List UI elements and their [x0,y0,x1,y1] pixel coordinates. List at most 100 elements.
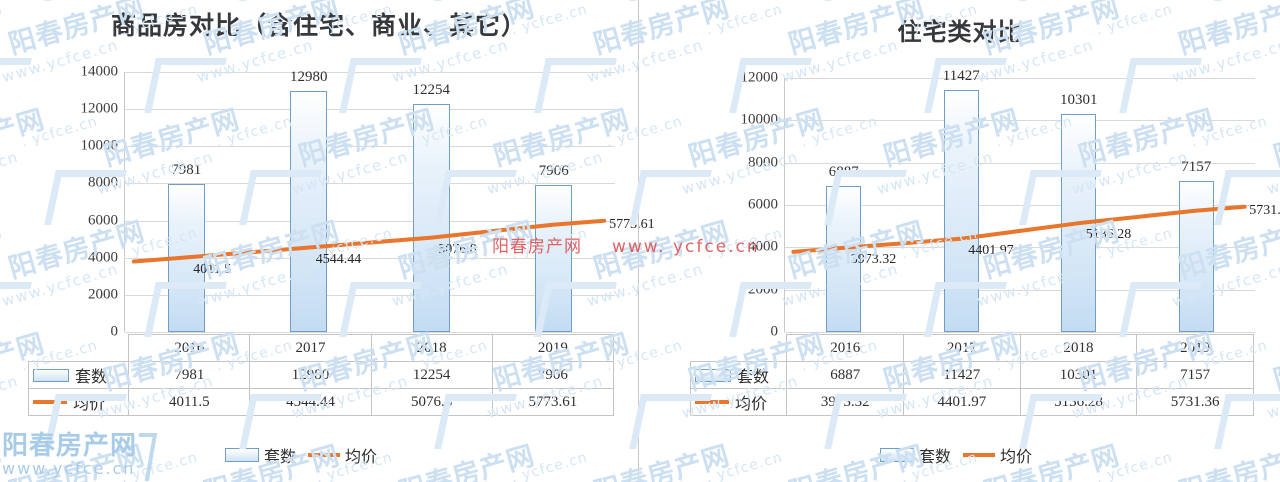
line-series-swatch-icon [695,400,729,404]
y-axis-tick-label: 12000 [740,69,779,86]
chart-legend-right: 套数 均价 [880,443,1032,467]
line-value-label: 5731.36 [1249,202,1280,218]
table-row: 套数 7981 12980 12254 7906 [27,361,615,389]
table-row: 套数 6887 11427 10301 7157 [689,361,1254,389]
legend-item[interactable]: 套数 [880,443,951,467]
y-axis-tick-label: 8000 [748,154,778,171]
table-cell: 7906 [491,361,615,389]
legend-label: 均价 [1000,449,1033,466]
gridline [125,183,615,185]
table-cell: 5136.28 [1019,388,1138,416]
table-cell: 4401.97 [903,388,1021,416]
chart-title-right: 住宅类对比 [897,20,1023,46]
legend-label: 套数 [264,449,297,466]
bar [943,90,979,332]
gridline [785,332,1255,333]
table-header-cell: 2016 [128,334,251,362]
table-series-name: 均价 [73,396,106,413]
table-header-cell: 2019 [491,334,615,362]
table-cell: 10301 [1019,361,1138,389]
table-cell: 11427 [903,361,1021,389]
table-header-cell: 2017 [249,334,372,362]
line-value-label: 4544.44 [315,251,362,267]
chart-panel-right: 住宅类对比 0 2000 4000 6000 8000 10000 12000 6887 114… [640,0,1280,482]
y-axis-tick-label: 6000 [88,212,118,229]
legend-line-swatch-icon [963,453,996,457]
table-header-cell: 2018 [370,334,493,362]
bar-value-label: 12254 [412,82,451,99]
bar-value-label: 7906 [538,163,569,180]
table-series-key-cell: 均价 [689,388,788,416]
bar-series-swatch-icon [33,368,69,382]
table-header-row: 2016 2017 2018 2019 [691,334,1254,362]
table-cell: 4544.44 [249,388,372,416]
table-cell: 3973.32 [786,388,905,416]
bar-value-label: 6887 [828,164,859,181]
table-header-cell: 2017 [903,334,1021,362]
plot-area-left: 0 2000 4000 6000 8000 10000 12000 14000 7981 1298… [81,64,615,340]
plot-area-right: 0 2000 4000 6000 8000 10000 12000 6887 11427 1030… [741,68,1255,340]
legend-label: 套数 [919,449,952,466]
gridline [125,109,615,111]
panel-divider [638,0,639,482]
gridline [125,146,615,148]
table-cell: 6887 [786,361,905,389]
table-cell: 5076.8 [370,388,493,416]
table-corner-cell [691,335,787,362]
y-axis-tick-label: 10000 [80,137,119,154]
y-axis-tick-label: 0 [770,323,779,340]
y-axis-tick-label: 6000 [748,196,778,213]
legend-item[interactable]: 均价 [308,443,377,467]
legend-item[interactable]: 均价 [963,443,1032,467]
table-series-name: 均价 [735,396,768,413]
table-series-key-cell: 套数 [27,361,130,389]
table-cell: 12254 [370,361,493,389]
table-cell: 7981 [128,361,251,389]
table-header-row: 2016 2017 2018 2019 [29,334,615,362]
line-value-label: 4401.97 [968,242,1014,258]
gridline [125,294,615,296]
gridline [785,78,1255,79]
table-header-cell: 2016 [786,334,905,362]
line-value-label: 3973.32 [850,251,897,267]
legend-bar-swatch-icon [225,448,259,462]
legend-label: 均价 [345,449,378,466]
data-table-left: 2016 2017 2018 2019 套数 7981 12980 12254 7906 均价 40… [27,334,615,416]
bar-value-label: 7981 [171,161,202,178]
gridline [125,72,615,73]
bar-value-label: 11427 [942,68,980,85]
bar-value-label: 12980 [290,68,328,85]
legend-item[interactable]: 套数 [225,443,296,467]
gridline [785,289,1255,291]
table-cell: 5731.36 [1136,388,1254,416]
y-axis-tick-label: 0 [110,323,119,340]
gridline [785,120,1255,122]
gridline [785,162,1255,164]
line-series-swatch-icon [33,400,67,404]
table-series-name: 套数 [75,369,108,386]
bar-value-label: 10301 [1060,91,1098,108]
y-axis-tick-label: 8000 [88,174,118,191]
bar [1061,113,1097,332]
table-series-key-cell: 套数 [689,361,788,389]
y-axis-tick-label: 2000 [748,281,778,298]
y-axis-tick-label: 12000 [80,100,119,117]
y-axis-tick-label: 10000 [740,111,779,128]
table-series-name: 套数 [737,369,770,386]
table-cell: 5773.61 [491,388,615,416]
bar [535,185,573,332]
table-cell: 12980 [249,361,372,389]
table-row: 均价 3973.32 4401.97 5136.28 5731.36 [689,388,1254,416]
y-axis-tick-label: 14000 [80,63,119,80]
chart-legend-left: 套数 均价 [225,443,377,467]
bar-value-label: 7157 [1181,158,1212,175]
data-table-right: 2016 2017 2018 2019 套数 6887 11427 10301 7157 均价 39… [689,334,1254,416]
legend-line-swatch-icon [308,453,341,457]
bar [412,104,450,332]
bar [1178,180,1214,332]
bar [290,90,328,332]
line-value-label: 5136.28 [1085,227,1132,243]
chart-panel-left: 商品房对比（含住宅、商业、其它） 0 2000 4000 6000 8000 10000 1… [0,0,655,482]
y-axis-tick-label: 4000 [88,249,118,266]
gridline [125,332,615,333]
